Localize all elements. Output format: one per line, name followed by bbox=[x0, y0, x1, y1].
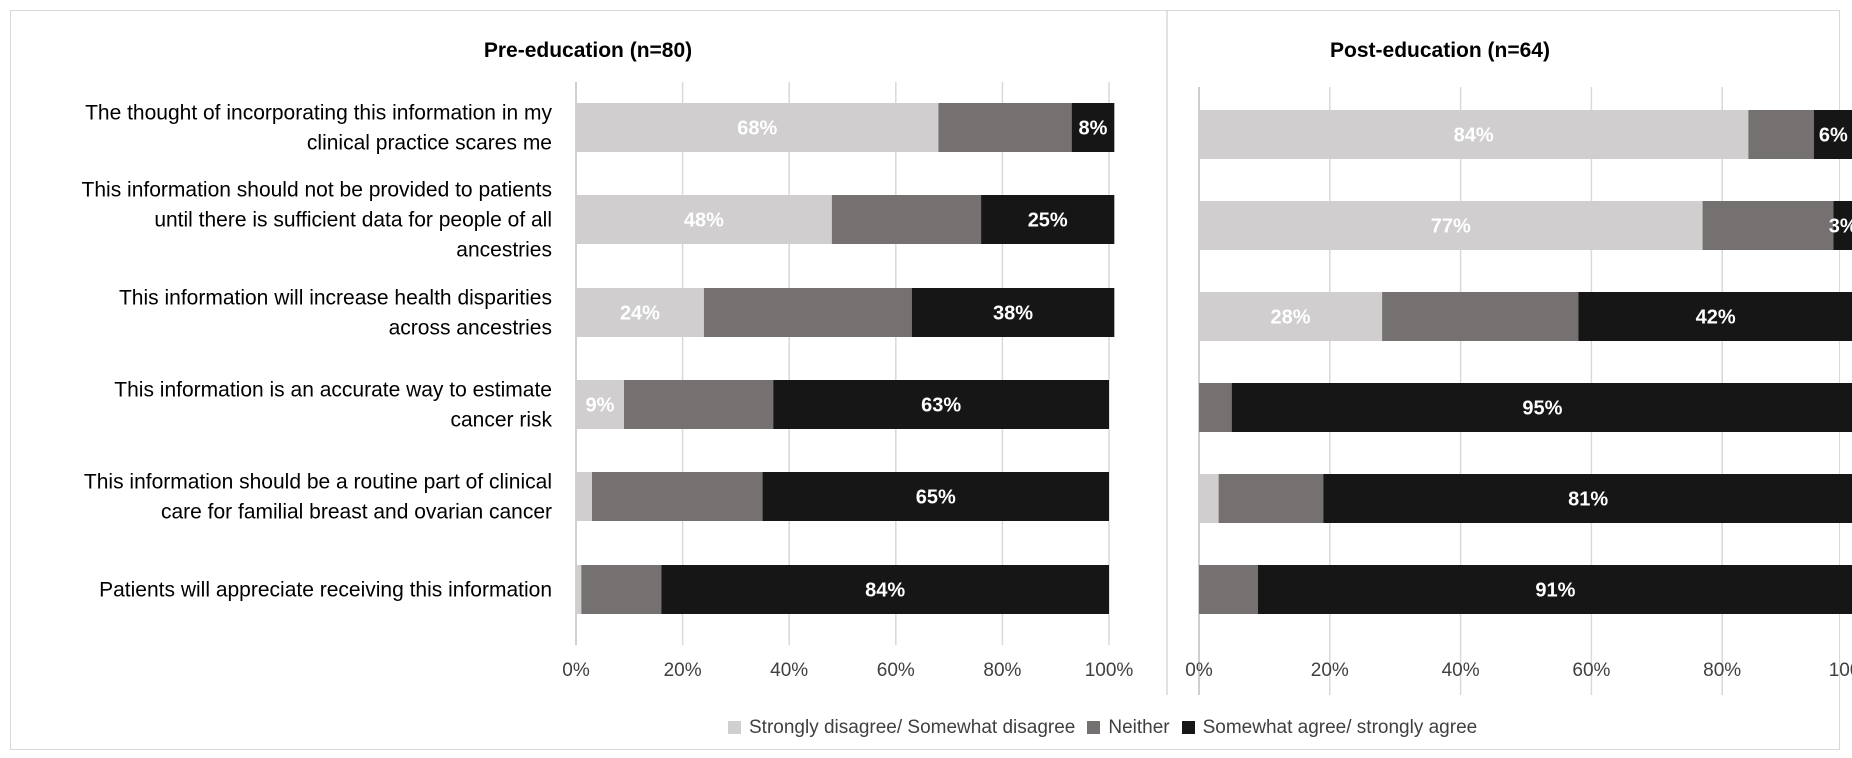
category-label: This information should be a routine par… bbox=[84, 471, 552, 494]
pre-bar-segment bbox=[576, 288, 704, 337]
post-bar-segment bbox=[1231, 383, 1852, 432]
pre-data-label: 63% bbox=[921, 395, 961, 417]
post-bar-segment bbox=[1833, 201, 1852, 250]
post-data-label: 28% bbox=[1271, 307, 1311, 329]
pre-data-label: 48% bbox=[684, 210, 724, 232]
post-data-label: 95% bbox=[1522, 398, 1562, 420]
category-label: This information will increase health di… bbox=[119, 287, 552, 310]
pre-x-tick-label: 0% bbox=[562, 660, 590, 681]
post-bar-segment bbox=[1748, 110, 1814, 159]
pre-x-tick-label: 20% bbox=[664, 660, 702, 681]
post-x-tick-label: 0% bbox=[1185, 660, 1213, 681]
pre-education-title: Pre-education (n=80) bbox=[484, 39, 692, 62]
post-x-tick-label: 40% bbox=[1442, 660, 1480, 681]
post-x-tick-label: 20% bbox=[1311, 660, 1349, 681]
post-data-label: 3% bbox=[1829, 216, 1852, 238]
category-label: clinical practice scares me bbox=[307, 132, 552, 155]
pre-data-label: 24% bbox=[620, 303, 660, 325]
post-bar-segment bbox=[1323, 474, 1852, 523]
post-x-tick-label: 100% bbox=[1829, 660, 1852, 681]
category-label: until there is sufficient data for peopl… bbox=[154, 209, 552, 232]
pre-bar-segment bbox=[703, 288, 912, 337]
post-bar-segment bbox=[1382, 292, 1579, 341]
post-bar-segment bbox=[1218, 474, 1324, 523]
pre-x-tick-label: 80% bbox=[983, 660, 1021, 681]
category-label: This information should not be provided … bbox=[82, 179, 552, 202]
category-label: across ancestries bbox=[389, 317, 552, 340]
post-bar-segment bbox=[1199, 383, 1232, 432]
post-data-label: 91% bbox=[1535, 580, 1575, 602]
pre-bar-segment bbox=[581, 565, 662, 614]
post-bar-segment bbox=[1813, 110, 1852, 159]
pre-bar-segment bbox=[831, 195, 982, 244]
pre-bar-segment bbox=[576, 195, 832, 244]
pre-bar-segment bbox=[591, 472, 763, 521]
post-data-label: 84% bbox=[1454, 125, 1494, 147]
pre-bar-segment bbox=[1071, 103, 1115, 152]
post-bar-segment bbox=[1199, 201, 1703, 250]
legend-swatch-agree bbox=[1181, 721, 1195, 734]
post-bar-segment bbox=[1578, 292, 1852, 341]
pre-x-tick-label: 40% bbox=[770, 660, 808, 681]
legend-item-disagree: Strongly disagree/ Somewhat disagree bbox=[728, 718, 1075, 737]
post-bar-segment bbox=[1257, 565, 1852, 614]
post-bar-segment bbox=[1199, 110, 1749, 159]
pre-bar-segment bbox=[576, 472, 592, 521]
category-label: This information is an accurate way to e… bbox=[114, 379, 552, 402]
legend-label-agree: Somewhat agree/ strongly agree bbox=[1202, 717, 1478, 738]
legend-item-agree: Somewhat agree/ strongly agree bbox=[1181, 717, 1478, 738]
category-label: cancer risk bbox=[450, 409, 552, 432]
pre-bar-segment bbox=[773, 380, 1109, 429]
category-label: ancestries bbox=[456, 239, 552, 262]
pre-data-label: 68% bbox=[737, 118, 777, 140]
post-education-bars: 84% 6% 77% 3% 28% 42% 95% 81% 91% bbox=[1199, 110, 1852, 614]
post-bar-segment bbox=[1199, 292, 1383, 341]
pre-bar-segment bbox=[661, 565, 1109, 614]
legend-label-neither: Neither bbox=[1108, 717, 1170, 738]
post-data-label: 6% bbox=[1819, 125, 1848, 147]
post-education-tick-labels: 0% 20% 40% 60% 80% 100% bbox=[1185, 660, 1852, 681]
pre-data-label: 9% bbox=[586, 395, 615, 417]
pre-x-tick-label: 60% bbox=[877, 660, 915, 681]
pre-bar-segment bbox=[576, 380, 624, 429]
pre-bar-segment bbox=[623, 380, 774, 429]
post-bar-segment bbox=[1702, 201, 1834, 250]
category-label: care for familial breast and ovarian can… bbox=[161, 501, 552, 524]
legend-swatch-disagree bbox=[728, 721, 741, 734]
pre-education-gridlines bbox=[575, 82, 1110, 645]
category-label: Patients will appreciate receiving this … bbox=[99, 579, 552, 602]
pre-data-label: 8% bbox=[1079, 118, 1108, 140]
post-data-label: 42% bbox=[1696, 307, 1736, 329]
pre-education-bars: 68% 8% 48% 25% 24% 38% 9% 63% 65% 84% bbox=[576, 103, 1115, 614]
chart-frame bbox=[10, 10, 1840, 750]
chart-legend: Strongly disagree/ Somewhat disagree Nei… bbox=[728, 718, 1489, 737]
post-bar-segment bbox=[1199, 474, 1219, 523]
post-x-tick-label: 60% bbox=[1572, 660, 1610, 681]
post-education-title: Post-education (n=64) bbox=[1330, 39, 1550, 62]
pre-bar-segment bbox=[938, 103, 1072, 152]
pre-x-tick-label: 100% bbox=[1085, 660, 1134, 681]
post-data-label: 77% bbox=[1431, 216, 1471, 238]
post-x-tick-label: 80% bbox=[1703, 660, 1741, 681]
pre-bar-segment bbox=[576, 103, 939, 152]
pre-data-label: 84% bbox=[865, 580, 905, 602]
post-bar-segment bbox=[1199, 565, 1258, 614]
pre-data-label: 65% bbox=[916, 487, 956, 509]
category-label: The thought of incorporating this inform… bbox=[85, 102, 552, 125]
pre-education-tick-labels: 0% 20% 40% 60% 80% 100% bbox=[562, 660, 1133, 681]
pre-bar-segment bbox=[911, 288, 1115, 337]
legend-swatch-neither bbox=[1087, 721, 1101, 734]
category-labels: The thought of incorporating this inform… bbox=[82, 102, 553, 602]
pre-bar-segment bbox=[576, 565, 582, 614]
post-data-label: 81% bbox=[1568, 489, 1608, 511]
legend-label-disagree: Strongly disagree/ Somewhat disagree bbox=[749, 717, 1076, 738]
pre-bar-segment bbox=[762, 472, 1109, 521]
pre-data-label: 25% bbox=[1028, 210, 1068, 232]
pre-data-label: 38% bbox=[993, 303, 1033, 325]
pre-bar-segment bbox=[981, 195, 1115, 244]
legend-item-neither: Neither bbox=[1087, 717, 1170, 738]
